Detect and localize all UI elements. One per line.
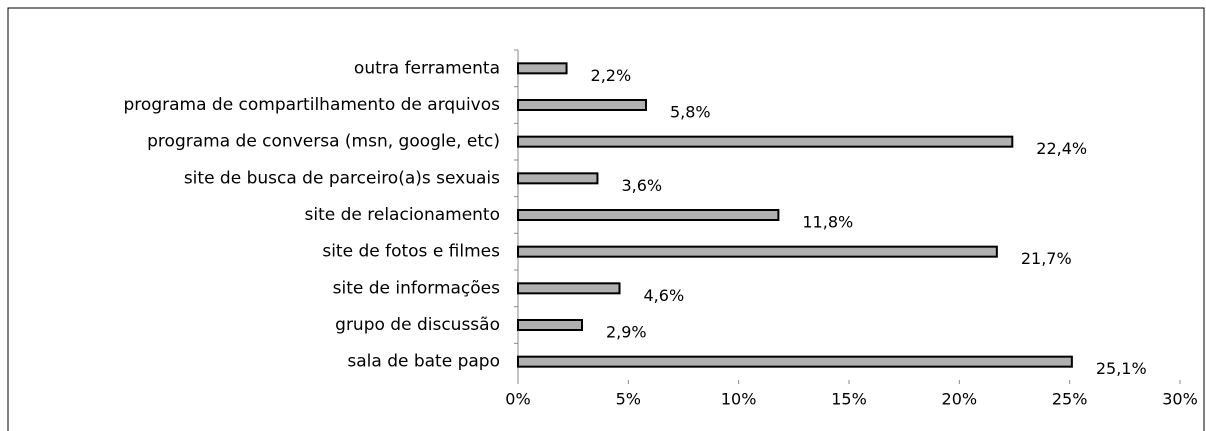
bar — [517, 245, 998, 258]
y-tick-label: site de busca de parceiro(a)s sexuais — [184, 168, 500, 188]
data-label: 4,6% — [644, 286, 685, 305]
bar — [517, 62, 568, 75]
data-label: 11,8% — [802, 213, 853, 232]
data-label: 2,2% — [591, 66, 632, 85]
data-label: 22,4% — [1036, 139, 1087, 158]
x-tick-label: 0% — [505, 390, 530, 409]
frame — [7, 7, 1205, 431]
bar — [517, 99, 647, 111]
x-tick-label: 5% — [616, 390, 641, 409]
y-tick-label: programa de compartilhamento de arquivos — [124, 95, 501, 115]
data-label: 25,1% — [1096, 359, 1147, 378]
y-tick-label: sala de bate papo — [347, 352, 500, 372]
x-tick-label: 25% — [1052, 390, 1088, 409]
x-tick-label: 30% — [1162, 390, 1198, 409]
bar — [517, 282, 621, 295]
data-label: 3,6% — [621, 176, 662, 195]
y-tick-label: outra ferramenta — [354, 58, 500, 78]
x-tick-label: 10% — [721, 390, 757, 409]
bar — [517, 355, 1073, 368]
data-label: 5,8% — [670, 103, 711, 122]
bar — [517, 135, 1014, 148]
y-tick-label: site de relacionamento — [305, 205, 501, 225]
x-tick-label: 20% — [942, 390, 978, 409]
y-tick-label: site de informações — [333, 278, 501, 298]
x-tick-label: 15% — [831, 390, 867, 409]
y-tick-label: programa de conversa (msn, google, etc) — [147, 132, 500, 152]
bar — [517, 172, 599, 185]
y-tick-label: grupo de discussão — [335, 315, 500, 335]
y-tick-label: site de fotos e filmes — [322, 242, 500, 262]
data-label: 2,9% — [606, 323, 647, 342]
bar — [517, 209, 780, 221]
data-label: 21,7% — [1021, 249, 1072, 268]
bar — [517, 319, 583, 331]
